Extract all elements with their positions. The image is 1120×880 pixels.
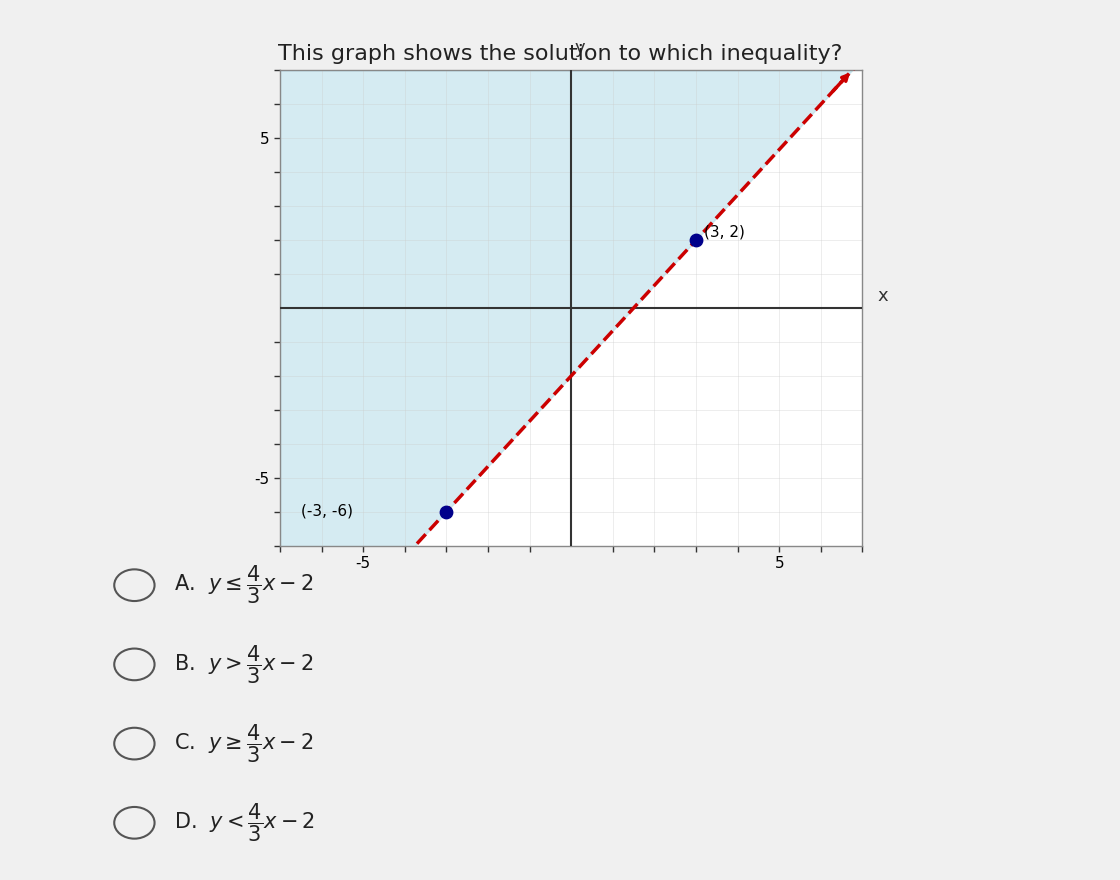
Text: B.  $y > \dfrac{4}{3}x - 2$: B. $y > \dfrac{4}{3}x - 2$: [174, 643, 312, 686]
Text: y: y: [575, 40, 585, 57]
Text: A.  $y \leq \dfrac{4}{3}x - 2$: A. $y \leq \dfrac{4}{3}x - 2$: [174, 564, 312, 606]
Text: (3, 2): (3, 2): [704, 224, 745, 239]
Text: C.  $y \geq \dfrac{4}{3}x - 2$: C. $y \geq \dfrac{4}{3}x - 2$: [174, 722, 314, 765]
Point: [687, 233, 704, 247]
Text: (-3, -6): (-3, -6): [301, 503, 353, 518]
Text: x: x: [878, 287, 888, 305]
Point: [438, 504, 456, 518]
Text: This graph shows the solution to which inequality?: This graph shows the solution to which i…: [278, 44, 842, 64]
Text: D.  $y < \dfrac{4}{3}x - 2$: D. $y < \dfrac{4}{3}x - 2$: [174, 802, 315, 844]
